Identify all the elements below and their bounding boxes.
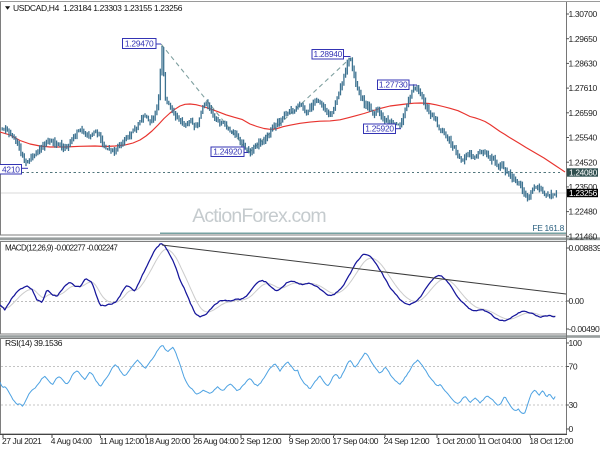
svg-text:4 Aug 04:00: 4 Aug 04:00	[51, 436, 92, 446]
svg-text:1.21460: 1.21460	[569, 231, 598, 241]
svg-text:1.29650: 1.29650	[569, 34, 598, 44]
svg-text:1.23500: 1.23500	[569, 182, 598, 192]
svg-text:1.24920: 1.24920	[213, 147, 242, 157]
svg-text:MACD(12,26,9) -0.002277 -0.002: MACD(12,26,9) -0.002277 -0.002247	[5, 244, 118, 253]
svg-text:ActionForex.com: ActionForex.com	[192, 205, 326, 227]
svg-text:1.29470: 1.29470	[125, 39, 154, 49]
svg-text:1.22480: 1.22480	[569, 207, 598, 217]
svg-text:1.26590: 1.26590	[569, 108, 598, 118]
svg-text:1.27730: 1.27730	[379, 80, 408, 90]
svg-text:1.25540: 1.25540	[569, 133, 598, 143]
svg-text:1.24080: 1.24080	[569, 167, 598, 177]
svg-text:FE 161.8: FE 161.8	[532, 223, 564, 233]
svg-text:24 Sep 12:00: 24 Sep 12:00	[384, 436, 430, 446]
svg-text:18 Aug 20:00: 18 Aug 20:00	[145, 436, 191, 446]
svg-text:70: 70	[569, 362, 578, 372]
svg-text:1.28630: 1.28630	[569, 59, 598, 69]
svg-text:11 Oct 04:00: 11 Oct 04:00	[478, 436, 522, 446]
svg-text:0.00: 0.00	[569, 296, 585, 306]
svg-text:1.23256: 1.23256	[569, 188, 598, 198]
svg-text:-0.004907: -0.004907	[569, 324, 600, 334]
svg-text:1.24520: 1.24520	[569, 157, 598, 167]
svg-text:18 Oct 12:00: 18 Oct 12:00	[529, 436, 573, 446]
svg-text:27 Jul 2021: 27 Jul 2021	[2, 436, 42, 446]
svg-text:RSI(14) 39.1536: RSI(14) 39.1536	[5, 338, 63, 348]
svg-text:11 Aug 12:00: 11 Aug 12:00	[100, 436, 145, 446]
svg-text:9 Sep 20:00: 9 Sep 20:00	[289, 436, 331, 446]
svg-text:USDCAD,H4 1.23184 1.23303 1.2: USDCAD,H4 1.23184 1.23303 1.23155 1.2325…	[13, 3, 183, 13]
svg-text:4210: 4210	[2, 164, 20, 174]
svg-text:0: 0	[569, 424, 574, 434]
svg-text:1 Oct 20:00: 1 Oct 20:00	[436, 436, 476, 446]
svg-text:1.27610: 1.27610	[569, 83, 598, 93]
svg-text:1.25920: 1.25920	[365, 124, 394, 134]
svg-text:2 Sep 12:00: 2 Sep 12:00	[240, 436, 282, 446]
svg-text:0.008839: 0.008839	[569, 243, 600, 253]
svg-text:100: 100	[569, 338, 583, 348]
svg-text:26 Aug 04:00: 26 Aug 04:00	[193, 436, 239, 446]
svg-text:30: 30	[569, 400, 578, 410]
svg-text:1.28940: 1.28940	[314, 49, 343, 59]
svg-text:17 Sep 04:00: 17 Sep 04:00	[333, 436, 379, 446]
svg-text:1.30700: 1.30700	[569, 9, 598, 19]
